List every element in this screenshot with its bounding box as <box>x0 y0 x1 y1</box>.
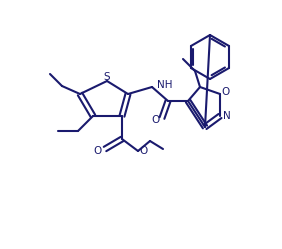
Text: NH: NH <box>157 80 173 90</box>
Text: O: O <box>221 87 229 97</box>
Text: O: O <box>151 115 159 125</box>
Text: O: O <box>139 146 147 156</box>
Text: O: O <box>94 146 102 156</box>
Text: S: S <box>104 72 110 82</box>
Text: N: N <box>223 111 231 121</box>
